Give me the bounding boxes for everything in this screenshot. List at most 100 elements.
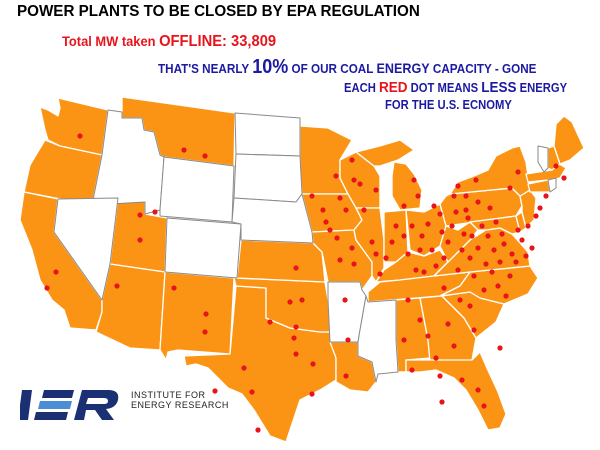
power-plant-dot (491, 247, 497, 253)
state-kansas (236, 239, 326, 283)
power-plant-dot (202, 153, 208, 159)
power-plant-dot (419, 233, 425, 239)
power-plant-dot (405, 297, 411, 303)
power-plant-dot (373, 187, 379, 193)
dot-legend-each: EACH (344, 81, 380, 95)
power-plant-dot (453, 209, 459, 215)
dot-legend-middle: DOT MEANS (407, 81, 482, 95)
power-plant-dot (401, 203, 407, 209)
power-plant-dot (401, 233, 407, 239)
power-plant-dot (415, 193, 421, 199)
power-plant-dot (377, 271, 383, 277)
power-plant-dot (202, 329, 208, 335)
state-michigan-lower (391, 161, 423, 211)
power-plant-dot (497, 345, 503, 351)
ier-logo-text: INSTITUTE FOR ENERGY RESEARCH (131, 390, 229, 410)
state-nevada (53, 197, 119, 301)
power-plant-dot (413, 267, 419, 273)
power-plant-dot (451, 343, 457, 349)
power-plant-dot (351, 261, 357, 267)
power-plant-dot (327, 227, 333, 233)
ier-logo: INSTITUTE FOR ENERGY RESEARCH (20, 386, 228, 426)
power-plant-dot (513, 259, 519, 265)
power-plant-dot (523, 253, 529, 259)
state-mississippi (357, 295, 399, 383)
power-plant-dot (343, 207, 349, 213)
power-plant-dot (137, 212, 143, 218)
power-plant-dot (53, 269, 59, 275)
power-plant-dot (465, 215, 471, 221)
power-plant-dot (481, 403, 487, 409)
power-plant-dot (459, 377, 465, 383)
capacity-prefix: THAT'S NEARLY (158, 61, 253, 76)
power-plant-dot (345, 337, 351, 343)
ier-logo-mark (20, 390, 119, 420)
state-rhode-island (547, 177, 557, 193)
capacity-suffix: CAPACITY - GONE (429, 61, 537, 76)
power-plant-dot (497, 259, 503, 265)
power-plant-dot (411, 177, 417, 183)
power-plant-dot (152, 209, 158, 215)
power-plant-dot (471, 327, 477, 333)
power-plant-dot (431, 203, 437, 209)
power-plant-dot (475, 387, 481, 393)
power-plant-dot (337, 195, 343, 201)
power-plant-dot (267, 319, 273, 325)
power-plant-dot (425, 333, 431, 339)
power-plant-dot (529, 245, 535, 251)
power-plant-dot (507, 185, 513, 191)
map-title: POWER PLANTS TO BE CLOSED BY EPA REGULAT… (17, 3, 420, 20)
power-plant-dot (310, 361, 316, 367)
dot-legend-energy: ENERGY (516, 81, 568, 95)
power-plant-dot (401, 337, 407, 343)
power-plant-dot (405, 251, 411, 257)
power-plant-dot (369, 239, 375, 245)
power-plant-dot (433, 355, 439, 361)
dot-legend-less: LESS (481, 79, 517, 96)
state-north-dakota (234, 112, 301, 157)
power-plant-dot (361, 207, 367, 213)
state-wyoming (159, 156, 235, 223)
power-plant-dot (471, 273, 477, 279)
power-plant-dot (445, 239, 451, 245)
power-plant-dot (493, 219, 499, 225)
power-plant-dot (309, 391, 315, 397)
power-plant-dot (473, 177, 479, 183)
state-illinois (353, 207, 385, 283)
power-plant-dot (463, 207, 469, 213)
power-plant-dot (553, 163, 559, 169)
power-plant-dot (293, 324, 299, 330)
power-plant-dot (537, 205, 543, 211)
power-plant-dot (437, 211, 443, 217)
power-plant-dot (429, 247, 435, 253)
power-plant-dot (373, 251, 379, 257)
power-plant-dot (515, 227, 521, 233)
power-plant-dot (293, 265, 299, 271)
power-plant-dot (457, 297, 463, 303)
power-plant-dots (44, 133, 567, 433)
power-plant-dot (495, 283, 501, 289)
state-florida (397, 351, 507, 431)
power-plant-dot (449, 223, 455, 229)
power-plant-dot (171, 285, 177, 291)
power-plant-dot (533, 213, 539, 219)
power-plant-dot (291, 335, 297, 341)
power-plant-dot (467, 255, 473, 261)
power-plant-dot (433, 263, 439, 269)
capacity-line: THAT'S NEARLY 10% OF OUR COAL ENERGY CAP… (158, 56, 536, 79)
power-plant-dot (334, 235, 340, 241)
power-plant-dot (323, 219, 329, 225)
capacity-percent: 10% (252, 56, 289, 78)
capacity-energy: ENERGY (376, 60, 430, 76)
power-plant-dot (114, 283, 120, 289)
state-nebraska (231, 193, 314, 244)
ier-logo-line-2: ENERGY RESEARCH (131, 400, 229, 410)
power-plant-dot (333, 173, 339, 179)
power-plant-dot (441, 285, 447, 291)
power-plant-dot (455, 183, 461, 189)
power-plant-dot (351, 177, 357, 183)
power-plant-dot (525, 223, 531, 229)
power-plant-dot (483, 261, 489, 267)
